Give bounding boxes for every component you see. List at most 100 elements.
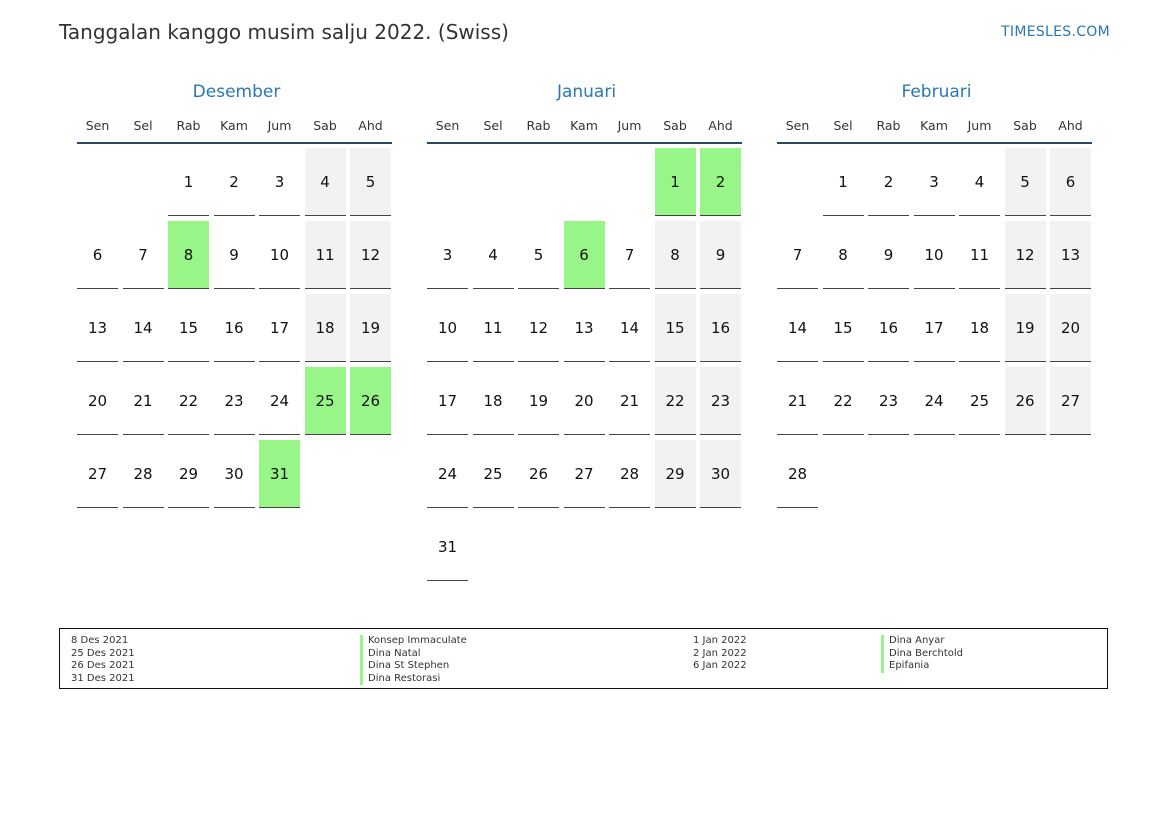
- legend-date: 6 Jan 2022: [693, 660, 747, 671]
- day-cell: 24: [427, 440, 468, 508]
- day-cell-holiday: 8: [168, 221, 209, 289]
- legend-holiday-name: Dina Berchtold: [881, 647, 963, 660]
- legend-date: 2 Jan 2022: [693, 647, 747, 659]
- day-cell: 27: [77, 440, 118, 508]
- day-cell: 9: [213, 221, 255, 289]
- weekday-label: Sel: [133, 117, 153, 133]
- day-cell: 8: [822, 221, 864, 289]
- day-cell: 11: [959, 221, 1000, 289]
- weekday-label: Kam: [570, 117, 598, 133]
- day-cell: 29: [168, 440, 209, 508]
- day-cell: 10: [427, 294, 468, 362]
- day-cell: 3: [427, 221, 468, 289]
- day-cell: 5: [518, 221, 559, 289]
- day-cell: 7: [609, 221, 650, 289]
- legend-holiday-name: Dina Natal: [360, 647, 467, 660]
- site-link[interactable]: TIMESLES.COM: [1001, 24, 1110, 40]
- legend-names-left: Konsep Immaculate Dina Natal Dina St Ste…: [360, 635, 467, 685]
- day-cell: 24: [259, 367, 300, 435]
- month-title: Desember: [192, 82, 281, 102]
- weekday-label: Sab: [1013, 117, 1037, 133]
- day-cell: 14: [609, 294, 650, 362]
- day-cell: 18: [472, 367, 514, 435]
- weekday-label: Rab: [176, 117, 201, 133]
- day-cell: 12: [350, 221, 391, 289]
- day-cell: 22: [168, 367, 209, 435]
- day-cell: 1: [168, 148, 209, 216]
- day-cell: 12: [518, 294, 559, 362]
- day-cell: 15: [168, 294, 209, 362]
- holiday-legend: 8 Des 2021 25 Des 2021 26 Des 2021 31 De…: [59, 628, 1108, 689]
- day-cell: 10: [259, 221, 300, 289]
- day-cell: 22: [822, 367, 864, 435]
- day-cell: 17: [913, 294, 955, 362]
- day-cell: 14: [777, 294, 818, 362]
- day-cell: 4: [959, 148, 1000, 216]
- weekday-label: Rab: [876, 117, 901, 133]
- day-cell: 6: [1050, 148, 1091, 216]
- day-cell: 6: [77, 221, 118, 289]
- day-cell: 28: [777, 440, 818, 508]
- day-cell-holiday: 26: [350, 367, 391, 435]
- day-cell: 27: [563, 440, 605, 508]
- legend-dates-left: 8 Des 2021 25 Des 2021 26 Des 2021 31 De…: [71, 635, 135, 685]
- day-cell-holiday: 6: [563, 221, 605, 289]
- day-cell: 26: [518, 440, 559, 508]
- day-cell: 20: [77, 367, 118, 435]
- day-cell: 10: [913, 221, 955, 289]
- day-cell: 15: [654, 294, 696, 362]
- day-grid: 1 2 3 4 5 6 7 8 9 10 11 12 13 14 15 16 17 18 19 20 21 22 23 24 2…: [427, 148, 742, 581]
- day-cell: 11: [472, 294, 514, 362]
- day-cell: 23: [868, 367, 909, 435]
- day-cell: 4: [472, 221, 514, 289]
- weekday-label: Ahd: [358, 117, 383, 133]
- day-cell: 3: [259, 148, 300, 216]
- day-cell: 13: [77, 294, 118, 362]
- day-cell: 27: [1050, 367, 1091, 435]
- weekday-label: Kam: [220, 117, 248, 133]
- day-cell: 17: [427, 367, 468, 435]
- day-cell: 29: [654, 440, 696, 508]
- day-cell: 16: [868, 294, 909, 362]
- legend-holiday-name: Dina Anyar: [881, 635, 963, 648]
- day-cell: 19: [518, 367, 559, 435]
- legend-date: 1 Jan 2022: [693, 635, 747, 646]
- day-cell: 24: [913, 367, 955, 435]
- weekday-header: Sen Sel Rab Kam Jum Sab Ahd: [777, 108, 1092, 144]
- day-cell: 28: [122, 440, 164, 508]
- empty-cell: [609, 148, 650, 216]
- day-cell-holiday: 2: [700, 148, 741, 216]
- month-title: Januari: [556, 82, 617, 102]
- day-cell: 16: [213, 294, 255, 362]
- weekday-label: Kam: [920, 117, 948, 133]
- day-cell: 19: [350, 294, 391, 362]
- empty-cell: [473, 148, 514, 216]
- day-cell: 13: [563, 294, 605, 362]
- weekday-label: Rab: [526, 117, 551, 133]
- weekday-label: Sel: [833, 117, 853, 133]
- legend-holiday-name: Epifania: [881, 660, 963, 673]
- day-cell: 16: [700, 294, 741, 362]
- day-cell: 9: [700, 221, 741, 289]
- day-cell: 7: [777, 221, 818, 289]
- day-cell: 26: [1004, 367, 1046, 435]
- weekday-label: Jum: [617, 117, 642, 133]
- legend-date: 8 Des 2021: [71, 635, 129, 646]
- empty-cell: [777, 148, 818, 216]
- day-cell: 20: [1050, 294, 1091, 362]
- page-title: Tanggalan kanggo musim salju 2022. (Swis…: [59, 20, 509, 44]
- day-cell: 12: [1004, 221, 1046, 289]
- weekday-label: Sen: [435, 117, 460, 133]
- legend-dates-right: 1 Jan 2022 2 Jan 2022 6 Jan 2022: [693, 635, 747, 673]
- day-cell: 30: [213, 440, 255, 508]
- empty-cell: [518, 148, 559, 216]
- day-cell: 5: [350, 148, 391, 216]
- day-cell: 9: [868, 221, 909, 289]
- legend-date: 26 Des 2021: [71, 660, 135, 671]
- weekday-label: Sab: [313, 117, 337, 133]
- day-cell: 8: [654, 221, 696, 289]
- day-cell: 2: [868, 148, 909, 216]
- empty-cell: [564, 148, 605, 216]
- weekday-label: Jum: [267, 117, 292, 133]
